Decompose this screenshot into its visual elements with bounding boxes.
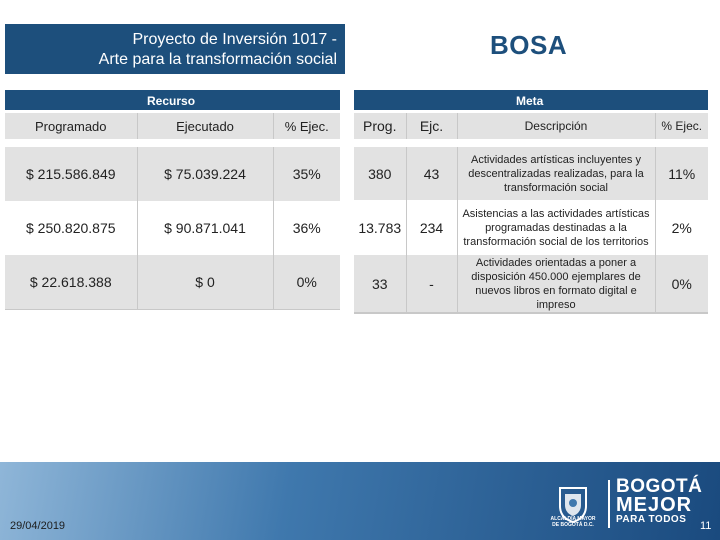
meta-table: Prog. Ejc. Descripción % Ejec. 380 43 Ac… [354,113,708,314]
cell-descripcion: Actividades artísticas incluyentes y des… [456,143,655,200]
cell-ejecutado: $ 90.871.041 [136,201,273,255]
bogota-seal-icon [559,487,587,524]
table-row: 33 - Actividades orientadas a poner a di… [354,255,708,314]
table-row: 13.783 234 Asistencias a las actividades… [354,200,708,255]
cell-programado: $ 22.618.388 [5,255,137,310]
cell-ejc: 234 [405,200,457,255]
logo-line3: PARA TODOS [616,514,687,525]
table-row: $ 250.820.875 $ 90.871.041 36% [5,201,340,255]
cell-prog: 13.783 [354,200,406,255]
cell-pct-ejec: 2% [654,200,708,255]
cell-programado: $ 250.820.875 [5,201,137,255]
cell-ejc: 43 [405,143,457,200]
cell-descripcion: Actividades orientadas a poner a disposi… [456,255,655,314]
cell-pct-ejec: 0% [272,255,340,310]
cell-pct-ejec: 36% [272,201,340,255]
col-header-pct-ejec: % Ejec. [272,113,340,147]
logo-line1: BOGOTÁ [616,476,703,497]
col-header-pct-ejec: % Ejec. [654,113,708,147]
cell-ejecutado: $ 0 [136,255,273,310]
col-header-prog: Prog. [354,113,406,147]
recurso-header-bar: Recurso [5,90,340,110]
project-title-line2: Arte para la transformación social [98,51,337,68]
logo-divider [608,480,610,528]
bogota-mejor-logo: BOGOTÁ MEJOR PARA TODOS [616,476,703,526]
meta-header-label: Meta [516,94,544,108]
cell-pct-ejec: 11% [654,143,708,200]
col-header-descripcion: Descripción [456,113,655,147]
project-title-line1: Proyecto de Inversión 1017 - [132,31,337,48]
cell-pct-ejec: 0% [654,255,708,314]
cell-prog: 380 [354,143,406,200]
cell-pct-ejec: 35% [272,143,340,201]
page-number: 11 [700,520,712,532]
cell-prog: 33 [354,255,406,314]
recurso-table: Programado Ejecutado % Ejec. $ 215.586.8… [5,113,340,310]
meta-table-header: Prog. Ejc. Descripción % Ejec. [354,113,708,147]
cell-programado: $ 215.586.849 [5,143,137,201]
footer-date: 29/04/2019 [10,520,66,532]
footer-band [0,462,720,540]
col-header-programado: Programado [5,113,137,147]
meta-header-bar: Meta [354,90,708,110]
table-row: 380 43 Actividades artísticas incluyente… [354,143,708,200]
col-header-ejecutado: Ejecutado [136,113,273,147]
recurso-header-label: Recurso [147,94,196,108]
table-row: $ 215.586.849 $ 75.039.224 35% [5,143,340,201]
col-header-ejc: Ejc. [405,113,457,147]
seal-caption: ALCALDÍA MAYOR DE BOGOTÁ D.C. [540,516,606,528]
project-title-box: Proyecto de Inversión 1017 - Arte para l… [5,24,345,74]
seal-caption-line1: ALCALDÍA MAYOR [550,516,596,522]
cell-descripcion: Asistencias a las actividades artísticas… [456,200,655,255]
locality-title: BOSA [490,30,568,60]
seal-caption-line2: DE BOGOTÁ D.C. [552,522,594,528]
logo-line2: MEJOR [616,494,693,516]
recurso-table-header: Programado Ejecutado % Ejec. [5,113,340,147]
table-row: $ 22.618.388 $ 0 0% [5,255,340,310]
cell-ejc: - [405,255,457,314]
cell-ejecutado: $ 75.039.224 [136,143,273,201]
